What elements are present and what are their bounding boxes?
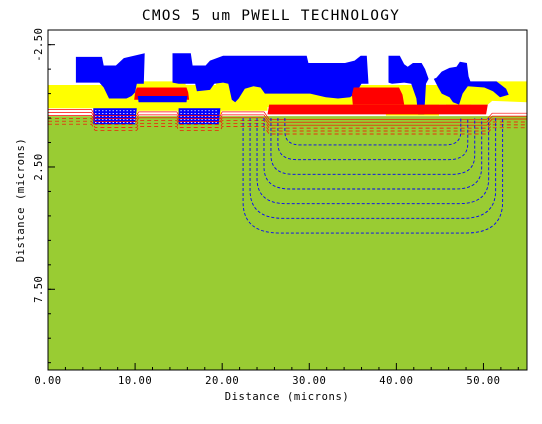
red-contour-line	[48, 115, 527, 126]
x-tick-label: 20.00	[205, 375, 239, 387]
red-contour-line	[48, 123, 527, 135]
axes: 0.00 10.00 20.00 30.00 40.00 50.00 -2.50 2.50 7.…	[33, 28, 528, 387]
metal-region-3	[172, 53, 369, 103]
pwell-contour-5	[277, 118, 469, 161]
red-contour-line	[48, 117, 527, 129]
chart-title: CMOS 5 um PWELL TECHNOLOGY	[142, 8, 400, 24]
red-contour-line	[48, 109, 527, 120]
metal-region-4	[388, 55, 429, 115]
x-tick-label: 50.00	[466, 375, 500, 387]
material-layers	[48, 30, 527, 370]
y-tick-label: 7.50	[33, 276, 45, 303]
x-tick-label: 40.00	[379, 375, 413, 387]
red-contour-line	[48, 120, 527, 132]
pwell-contour-3	[263, 118, 483, 190]
y-tick-label: 2.50	[33, 153, 45, 180]
plot-frame	[47, 29, 528, 371]
x-tick-label: 10.00	[118, 375, 152, 387]
pwell-contour-1	[249, 118, 497, 219]
pwell-contour-4	[270, 118, 476, 175]
x-tick-label: 0.00	[34, 375, 61, 387]
implant-texture	[95, 110, 218, 123]
substrate-region-0	[48, 116, 527, 370]
metal-region-2	[75, 53, 145, 99]
metal-region-5	[433, 61, 509, 105]
metal-region-10	[178, 108, 221, 125]
y-tick-label: -2.50	[33, 28, 45, 62]
doping-contours-red	[48, 109, 527, 135]
polysilicon-region-7	[351, 87, 405, 105]
metal-region-9	[93, 108, 137, 125]
pwell-contours	[242, 118, 504, 234]
plot-area	[48, 30, 527, 370]
metal-region-11	[137, 96, 188, 103]
x-axis-label: Distance (microns)	[225, 391, 350, 403]
pwell-contour-2	[256, 118, 490, 205]
polysilicon-region-8	[267, 104, 488, 115]
red-contour-line	[48, 112, 527, 123]
pwell-contour-0	[242, 118, 504, 234]
y-axis-label: Distance (microns)	[15, 138, 27, 263]
x-tick-label: 30.00	[292, 375, 326, 387]
